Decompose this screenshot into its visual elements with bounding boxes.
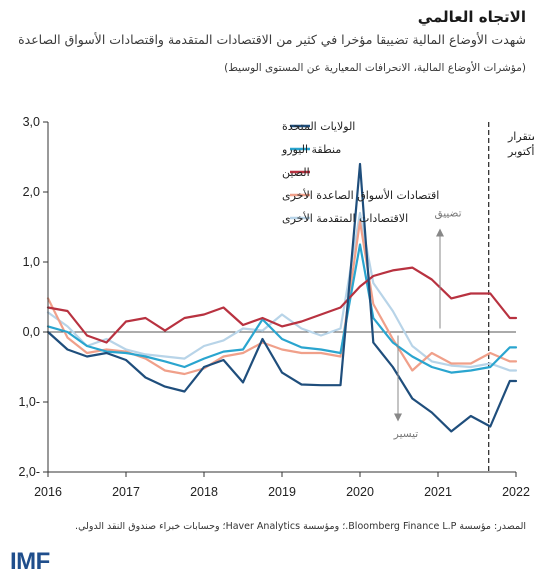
chart-title: الاتجاه العالمي <box>417 8 526 26</box>
x-tick-label: 2022 <box>502 485 530 499</box>
x-tick-label: 2021 <box>424 485 452 499</box>
annotations: تقرير "الاستقرارالمالي العالمي"، أكتوبر ت… <box>393 130 534 440</box>
easing-label: تيسير <box>393 428 418 440</box>
y-tick-label: 0,0 <box>23 325 40 339</box>
y-tick-label: 2,0 <box>23 185 40 199</box>
series-layer <box>46 162 518 433</box>
series-line-3 <box>46 220 518 376</box>
tightening-label: تضييق <box>434 208 461 220</box>
y-tick-label: 2,0- <box>18 465 40 479</box>
y-tick-label: 1,0 <box>23 255 40 269</box>
x-tick-label: 2018 <box>190 485 218 499</box>
series-line-2 <box>46 266 518 344</box>
imf-logo: IMF <box>10 548 50 575</box>
x-tick-label: 2020 <box>346 485 374 499</box>
x-tick-label: 2017 <box>112 485 140 499</box>
series-line-0 <box>46 162 518 433</box>
source-note: المصدر: مؤسسة Bloomberg Finance L.P.؛ وم… <box>75 521 526 532</box>
report-label-line-1: المالي العالمي"، أكتوبر <box>507 144 534 158</box>
legend-label-3: اقتصادات الأسواق الصاعدة الأخرى <box>282 188 439 202</box>
legend-label-2: الصين <box>282 166 310 179</box>
y-tick-label: 3,0 <box>23 115 40 129</box>
report-label-line-0: تقرير "الاستقرار <box>507 130 534 143</box>
easing-arrow-head <box>394 413 402 422</box>
y-tick-label: 1,0- <box>18 395 40 409</box>
axis-layer: 3,0 2,0 1,0 0,0 1,0- 2,0- 2016 2017 2018 2019 2020… <box>18 115 529 499</box>
legend-label-0: الولايات المتحدة <box>282 120 355 133</box>
legend: الولايات المتحدة منطقة اليورو الصين اقتصادا… <box>281 120 439 225</box>
line-chart: 3,0 2,0 1,0 0,0 1,0- 2,0- 2016 2017 2018 2019 2020… <box>18 115 534 499</box>
tightening-arrow-head <box>436 228 444 237</box>
series-line-1 <box>46 243 518 374</box>
legend-label-1: منطقة اليورو <box>281 143 341 156</box>
legend-label-4: الاقتصادات المتقدمة الأخرى <box>282 211 408 225</box>
chart-subtitle: شهدت الأوضاع المالية تضييقا مؤخرا في كثي… <box>18 32 526 47</box>
x-tick-label: 2016 <box>34 485 62 499</box>
x-tick-label: 2019 <box>268 485 296 499</box>
grid-layer <box>48 122 516 472</box>
chart-units-note: (مؤشرات الأوضاع المالية، الانحرافات المع… <box>224 62 526 74</box>
series-line-4 <box>46 211 518 372</box>
